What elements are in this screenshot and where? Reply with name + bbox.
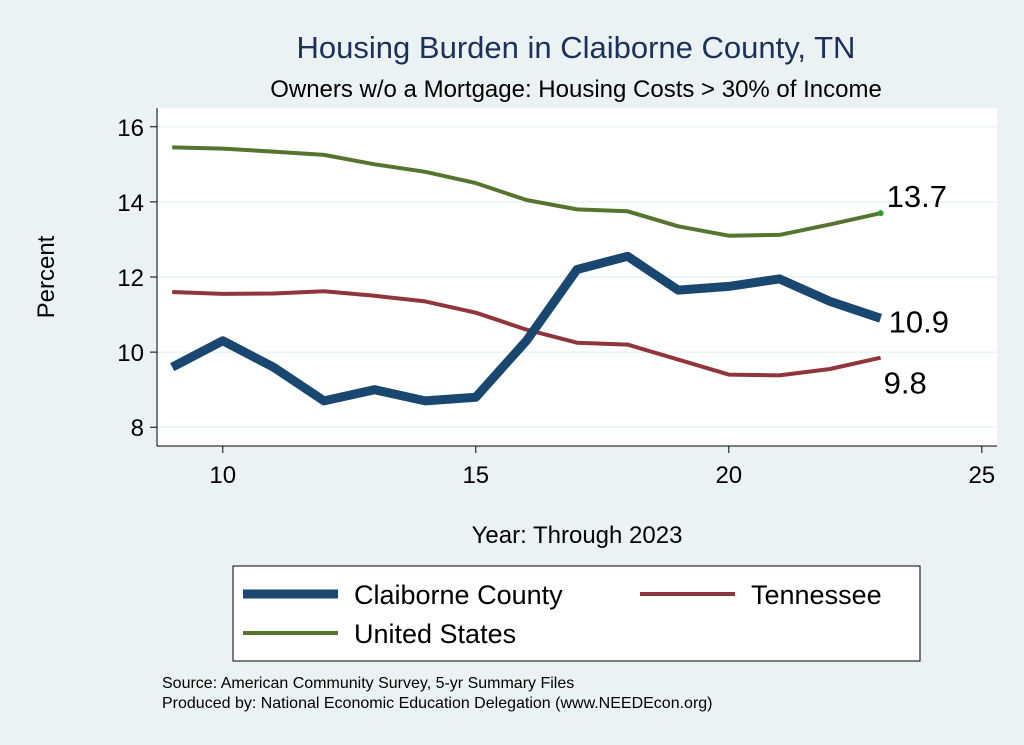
x-tick-label: 25 bbox=[968, 462, 995, 489]
end-label-tennessee: 9.8 bbox=[884, 366, 927, 401]
y-tick-label: 14 bbox=[117, 190, 144, 217]
source-line: Source: American Community Survey, 5-yr … bbox=[162, 675, 574, 692]
legend: Claiborne County Tennessee United States bbox=[243, 580, 882, 649]
x-tick-label: 20 bbox=[715, 462, 742, 489]
end-labels: 10.9 9.8 13.7 bbox=[884, 179, 949, 401]
legend-box bbox=[232, 565, 921, 662]
y-tick-label: 8 bbox=[131, 415, 144, 442]
end-marker-united-states bbox=[877, 210, 884, 217]
series-lines bbox=[170, 145, 884, 406]
end-label-united-states: 13.7 bbox=[887, 179, 947, 214]
legend-label-tennessee: Tennessee bbox=[751, 580, 882, 610]
y-tick-label: 12 bbox=[117, 265, 144, 292]
series-line-claiborne-county bbox=[170, 251, 883, 406]
chart-title: Housing Burden in Claiborne County, TN bbox=[297, 30, 856, 65]
chart-subtitle: Owners w/o a Mortgage: Housing Costs > 3… bbox=[270, 76, 882, 103]
y-tick-label: 16 bbox=[117, 115, 144, 142]
legend-label-united-states: United States bbox=[354, 619, 516, 649]
y-axis-label: Percent bbox=[33, 235, 60, 318]
end-label-claiborne-county: 10.9 bbox=[889, 304, 949, 339]
series-line-united-states bbox=[172, 145, 882, 238]
y-tick-label: 10 bbox=[117, 340, 144, 367]
x-tick-label: 10 bbox=[209, 462, 236, 489]
x-axis-label: Year: Through 2023 bbox=[472, 522, 683, 549]
axes: 8 10 12 14 16 10 15 20 25 bbox=[117, 108, 997, 489]
legend-label-claiborne-county: Claiborne County bbox=[354, 580, 563, 610]
produced-by-line: Produced by: National Economic Education… bbox=[162, 695, 713, 712]
x-tick-label: 15 bbox=[462, 462, 489, 489]
series-line-tennessee bbox=[172, 289, 882, 378]
